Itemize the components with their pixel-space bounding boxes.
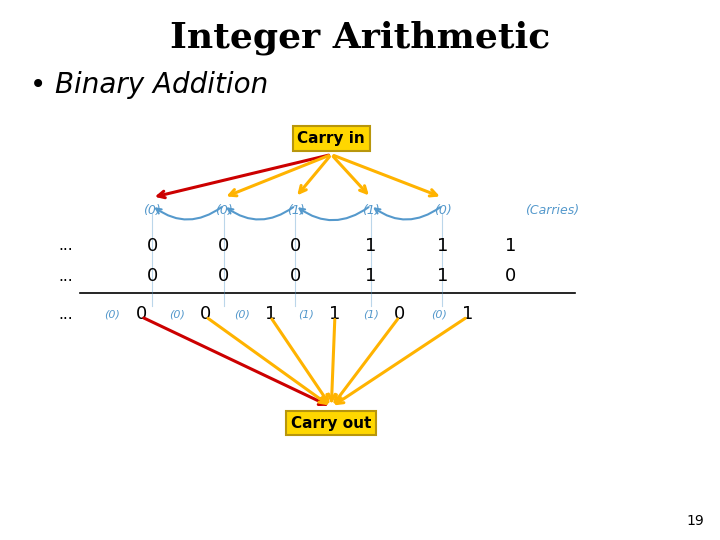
Text: 0: 0 [135, 305, 147, 323]
Text: (0): (0) [104, 309, 120, 319]
Text: 0: 0 [394, 305, 405, 323]
Text: 1: 1 [462, 305, 473, 323]
Text: (1): (1) [287, 205, 305, 218]
Text: 0: 0 [146, 237, 158, 255]
Text: (0): (0) [215, 205, 233, 218]
Text: 1: 1 [265, 305, 276, 323]
Text: 1: 1 [437, 237, 448, 255]
Text: ...: ... [58, 238, 73, 253]
Text: Binary Addition: Binary Addition [55, 71, 269, 99]
Text: Carry in: Carry in [297, 131, 365, 146]
Text: 0: 0 [218, 237, 230, 255]
Text: (0): (0) [169, 309, 185, 319]
Text: 1: 1 [437, 267, 448, 286]
Text: (1): (1) [362, 205, 379, 218]
Text: ...: ... [58, 269, 73, 284]
Text: 0: 0 [290, 267, 301, 286]
Text: 1: 1 [505, 237, 516, 255]
Text: Carry out: Carry out [291, 416, 372, 430]
Text: 1: 1 [329, 305, 341, 323]
Text: 0: 0 [505, 267, 516, 286]
Text: (Carries): (Carries) [525, 205, 579, 218]
Text: (0): (0) [433, 205, 451, 218]
Text: 0: 0 [290, 237, 301, 255]
Text: 19: 19 [686, 514, 704, 528]
Text: ...: ... [58, 307, 73, 321]
Text: 1: 1 [365, 237, 377, 255]
Text: 0: 0 [146, 267, 158, 286]
Text: Integer Arithmetic: Integer Arithmetic [170, 20, 550, 55]
Text: (0): (0) [234, 309, 250, 319]
Text: •: • [30, 71, 46, 99]
Text: (0): (0) [431, 309, 447, 319]
Text: (0): (0) [143, 205, 161, 218]
Text: 0: 0 [200, 305, 212, 323]
Text: (1): (1) [298, 309, 314, 319]
Text: 0: 0 [218, 267, 230, 286]
Text: 1: 1 [365, 267, 377, 286]
Text: (1): (1) [363, 309, 379, 319]
